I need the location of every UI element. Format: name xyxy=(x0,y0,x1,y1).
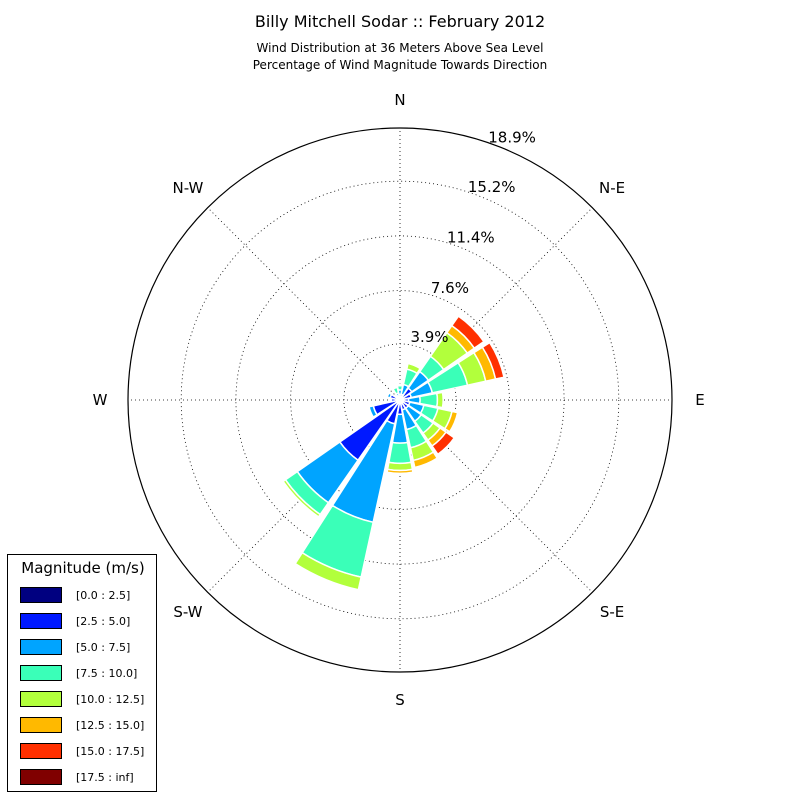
wind-bar-segment xyxy=(386,391,393,399)
wind-bar-segment xyxy=(412,451,439,469)
chart-title: Billy Mitchell Sodar :: February 2012 xyxy=(254,12,546,31)
wind-bar-segment xyxy=(387,441,413,465)
direction-label: W xyxy=(93,391,108,409)
legend-swatch xyxy=(20,717,62,733)
legend-title: Magnitude (m/s) xyxy=(21,559,145,577)
legend-label: [12.5 : 15.0] xyxy=(76,719,145,732)
legend-label: [17.5 : inf] xyxy=(76,771,134,784)
direction-label: S xyxy=(395,691,405,709)
legend-swatch xyxy=(20,613,62,629)
legend-label: [7.5 : 10.0] xyxy=(76,667,138,680)
ring-value-label: 11.4% xyxy=(447,228,495,246)
legend-swatch xyxy=(20,639,62,655)
direction-label: E xyxy=(695,391,704,409)
radial-gridline xyxy=(207,207,401,401)
chart-subtitle-distribution: Wind Distribution at 36 Meters Above Sea… xyxy=(256,41,544,55)
legend-swatch xyxy=(20,665,62,681)
ring-gridline xyxy=(343,343,457,457)
legend-label: [2.5 : 5.0] xyxy=(76,615,131,628)
wind-bar-segment xyxy=(481,341,505,380)
ring-value-label: 15.2% xyxy=(468,178,516,196)
ring-value-label: 7.6% xyxy=(431,279,469,297)
direction-label: N xyxy=(394,91,405,109)
legend-swatch xyxy=(20,769,62,785)
wind-bar-segment xyxy=(282,478,322,518)
ring-value-label: 3.9% xyxy=(410,328,448,346)
ring-value-label: 18.9% xyxy=(488,129,536,147)
wind-bar-segment xyxy=(396,383,404,387)
outer-ring xyxy=(127,127,673,673)
wind-bar-segment xyxy=(386,468,414,475)
direction-label: N-E xyxy=(599,179,625,197)
legend: Magnitude (m/s) [0.0 : 2.5] [2.5 : 5.0] [5… xyxy=(7,554,157,792)
ring-gridline xyxy=(235,235,565,565)
wind-bar-segment xyxy=(443,410,459,433)
direction-label: S-W xyxy=(173,603,202,621)
wind-bar-segment xyxy=(368,404,379,419)
legend-label: [5.0 : 7.5] xyxy=(76,641,131,654)
wind-sectors xyxy=(282,315,505,591)
legend-swatch xyxy=(20,587,62,603)
chart-subtitle-percentage: Percentage of Wind Magnitude Towards Dir… xyxy=(252,58,548,72)
wind-bar-segment xyxy=(435,391,444,409)
legend-swatch xyxy=(20,691,62,707)
wind-bar-segment xyxy=(450,315,485,350)
chart-labels: N N-E E S-E S S-W W N-W 3.9% 7.6% 11.4% 15.2% 18.9% xyxy=(93,91,705,709)
wind-bar-segment xyxy=(431,431,456,456)
wind-bar-segment xyxy=(294,551,363,591)
legend-swatch xyxy=(20,743,62,759)
legend-label: [15.0 : 17.5] xyxy=(76,745,145,758)
polar-grid xyxy=(127,127,673,673)
wind-bar-segment xyxy=(391,386,400,395)
legend-label: [0.0 : 2.5] xyxy=(76,589,131,602)
direction-label: N-W xyxy=(172,179,203,197)
legend-label: [10.0 : 12.5] xyxy=(76,693,145,706)
ring-gridline xyxy=(180,180,620,620)
direction-label: S-E xyxy=(600,603,624,621)
wind-bar-segment xyxy=(407,361,422,370)
